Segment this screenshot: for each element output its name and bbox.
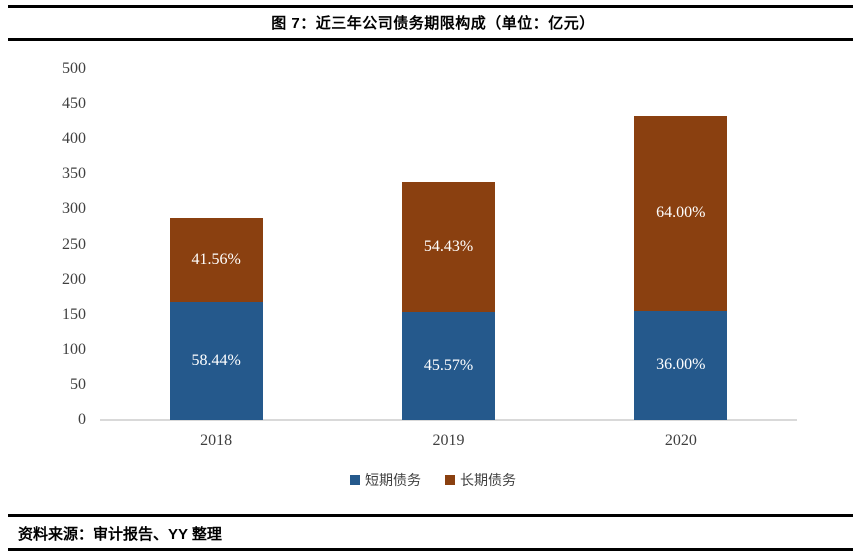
legend-label-long-term: 长期债务: [460, 474, 516, 489]
y-axis-tick-label: 50: [70, 375, 86, 393]
y-axis-tick-label: 200: [62, 270, 86, 288]
bar-segment-long-term-2019: [402, 182, 495, 312]
figure-title: 图 7：近三年公司债务期限构成（单位：亿元）: [271, 15, 595, 32]
y-axis-tick-label: 250: [62, 235, 86, 253]
chart-legend: 短期债务 长期债务: [0, 470, 866, 490]
top-divider-line: [8, 5, 853, 8]
bar-percentage-label: 45.57%: [423, 356, 474, 374]
y-axis-tick-label: 0: [78, 411, 86, 428]
legend-label-short-term: 短期债务: [365, 474, 421, 489]
bar-percentage-label: 64.00%: [656, 204, 706, 222]
y-axis-tick-label: 150: [62, 305, 86, 323]
legend-item-short-term-debt: 短期债务: [350, 470, 421, 490]
bottom-divider-line: [8, 548, 853, 551]
legend-swatch-short-term-icon: [350, 475, 360, 485]
y-axis-tick-label: 350: [62, 165, 86, 183]
legend-item-long-term-debt: 长期债务: [445, 470, 516, 490]
bar-percentage-label: 36.00%: [656, 356, 706, 374]
y-axis-tick-label: 300: [62, 200, 86, 218]
bar-percentage-label: 54.43%: [423, 237, 474, 255]
bar-percentage-label: 41.56%: [191, 250, 241, 268]
x-axis-category-label: 2020: [664, 432, 697, 449]
y-axis-tick-label: 100: [62, 340, 86, 358]
bar-segment-short-term-2019: [402, 311, 495, 420]
bar-segment-short-term-2018: [169, 301, 263, 420]
x-axis-category-label: 2018: [200, 432, 233, 449]
y-axis-tick-label: 400: [62, 130, 86, 148]
bar-segment-long-term-2020: [634, 116, 728, 311]
y-axis-tick-label: 500: [62, 60, 86, 77]
data-source-note: 资料来源：审计报告、YY 整理: [18, 526, 222, 543]
x-axis-category-label: 2019: [432, 432, 465, 449]
source-divider-line: [8, 514, 853, 517]
bar-percentage-label: 58.44%: [191, 351, 241, 369]
legend-swatch-long-term-icon: [445, 475, 455, 485]
title-divider-line: [8, 38, 853, 41]
bar-segment-long-term-2018: [169, 217, 263, 302]
bar-segment-short-term-2020: [634, 310, 728, 420]
x-axis-baseline: [100, 419, 797, 421]
y-axis-tick-label: 450: [62, 95, 86, 113]
